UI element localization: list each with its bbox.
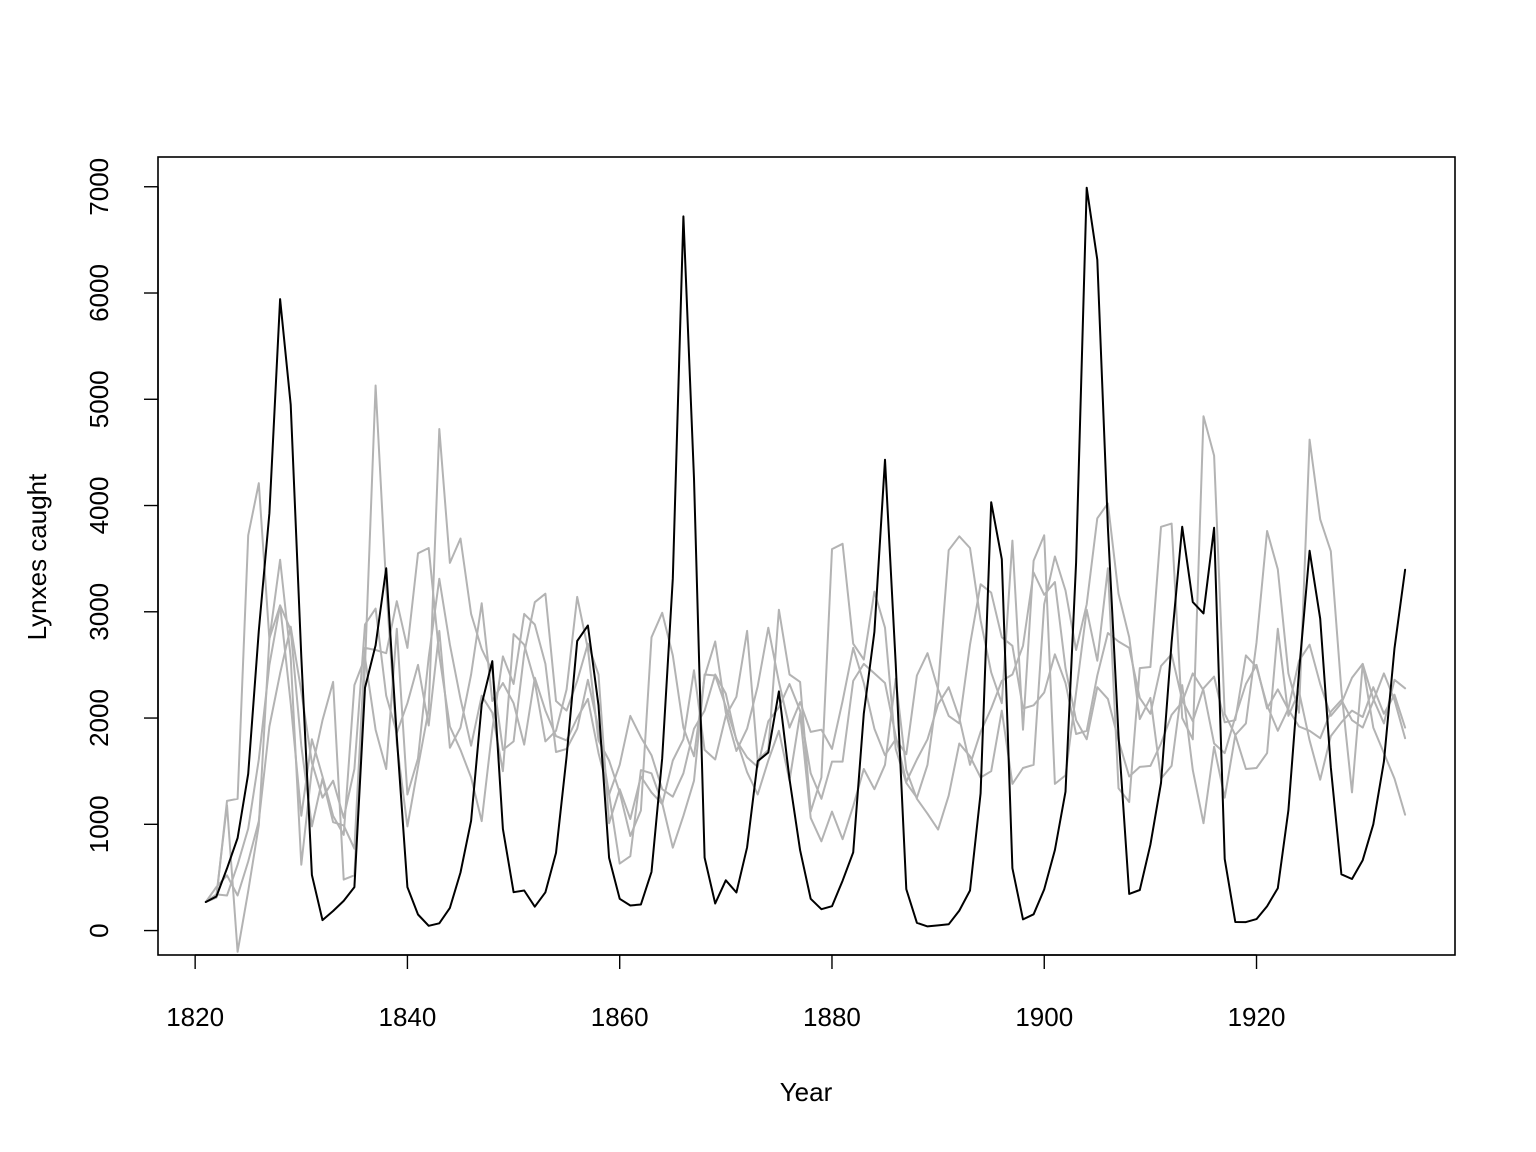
- y-tick-label: 4000: [84, 477, 114, 535]
- x-tick-label: 1880: [803, 1002, 861, 1032]
- y-tick-label: 6000: [84, 264, 114, 322]
- x-axis-title: Year: [780, 1077, 833, 1107]
- y-tick-label: 1000: [84, 795, 114, 853]
- y-tick-label: 3000: [84, 583, 114, 641]
- x-tick-label: 1920: [1228, 1002, 1286, 1032]
- x-tick-label: 1840: [379, 1002, 437, 1032]
- series-line-simulated-4: [204, 577, 1407, 953]
- x-axis: 1820 1840 1860 1880 1900 1920: [166, 954, 1286, 1032]
- y-tick-label: 0: [84, 923, 114, 937]
- series-layer: [204, 186, 1407, 953]
- x-tick-label: 1860: [591, 1002, 649, 1032]
- y-axis: 0 1000 2000 3000 4000 5000 6000 7000: [84, 158, 159, 938]
- x-tick-label: 1820: [166, 1002, 224, 1032]
- series-line-simulated-2: [204, 502, 1407, 903]
- x-tick-label: 1900: [1015, 1002, 1073, 1032]
- series-line-simulated-1: [204, 384, 1407, 903]
- plot-frame: [157, 156, 1456, 956]
- y-tick-label: 7000: [84, 158, 114, 216]
- series-line-observed: [204, 186, 1407, 928]
- y-tick-label: 2000: [84, 689, 114, 747]
- series-line-simulated-3: [204, 571, 1407, 903]
- y-tick-label: 5000: [84, 370, 114, 428]
- y-axis-title: Lynxes caught: [22, 473, 52, 640]
